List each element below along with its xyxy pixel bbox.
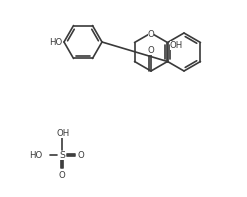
Text: HO: HO [49,37,62,46]
Text: S: S [59,151,65,160]
Text: O: O [148,30,154,38]
Text: OH: OH [169,41,183,50]
Text: O: O [78,151,84,160]
Text: O: O [148,46,154,55]
Text: O: O [59,170,65,179]
Text: HO: HO [29,151,42,160]
Text: OH: OH [56,128,70,138]
